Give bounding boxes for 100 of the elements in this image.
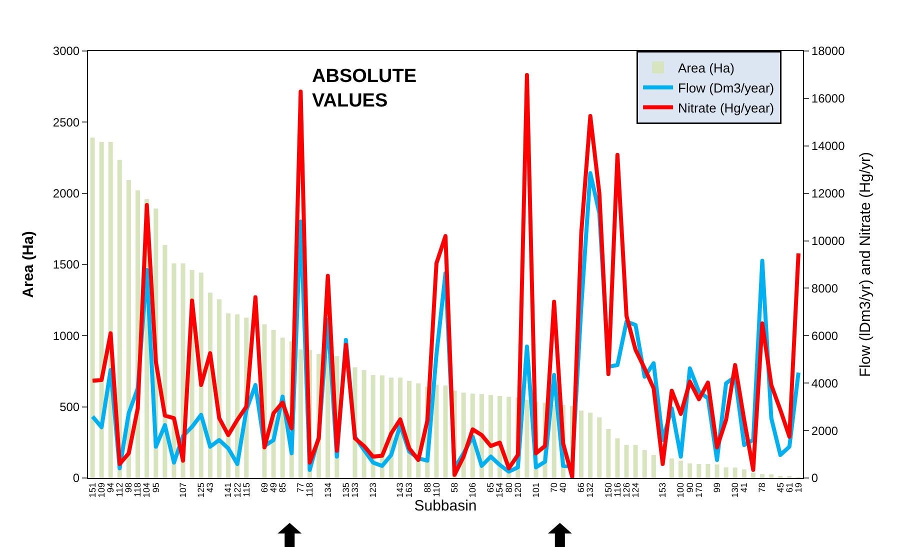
x-tick-label: 170 bbox=[694, 482, 704, 498]
bar bbox=[90, 138, 95, 478]
x-tick-label: 133 bbox=[350, 482, 360, 498]
x-tick-label: 122 bbox=[232, 482, 242, 498]
x-tick-label: 143 bbox=[395, 482, 406, 498]
bar bbox=[588, 412, 593, 478]
x-tick-label: 118 bbox=[132, 482, 143, 497]
y-tick-label: 2500 bbox=[52, 115, 80, 130]
x-tick-label: 94 bbox=[106, 482, 116, 493]
bar bbox=[769, 474, 774, 478]
x-tick-label: 58 bbox=[449, 482, 460, 493]
bar bbox=[724, 467, 728, 478]
legend-label: Nitrate (Hg/year) bbox=[678, 100, 774, 116]
bar bbox=[670, 458, 674, 478]
y2-tick-label: 4000 bbox=[811, 376, 838, 390]
x-tick-label: 112 bbox=[114, 482, 125, 497]
y2-axis-title: Flow (lDm3/yr) and Nitrate (Hg/yr) bbox=[857, 152, 874, 378]
x-tick-label: 115 bbox=[241, 482, 252, 497]
bar bbox=[524, 400, 530, 478]
x-tick-label: 110 bbox=[431, 482, 442, 497]
x-tick-label: 65 bbox=[486, 482, 496, 493]
bar bbox=[633, 444, 638, 478]
y-tick-label: 1500 bbox=[52, 258, 80, 272]
bar bbox=[606, 429, 611, 478]
x-tick-label: 100 bbox=[676, 482, 686, 498]
x-tick-label: 141 bbox=[223, 482, 234, 498]
x-tick-label: 98 bbox=[124, 482, 134, 493]
x-tick-label: 153 bbox=[658, 482, 668, 498]
bar bbox=[750, 472, 756, 478]
x-tick-label: 80 bbox=[504, 482, 514, 493]
bar bbox=[678, 460, 684, 478]
x-tick-label: 49 bbox=[268, 482, 278, 493]
x-tick-label: 90 bbox=[684, 482, 695, 493]
x-tick-label: 116 bbox=[612, 482, 622, 497]
y-tick-label: 500 bbox=[60, 400, 80, 414]
x-tick-label: 41 bbox=[739, 482, 750, 493]
x-tick-label: 154 bbox=[494, 482, 505, 498]
x-tick-label: 78 bbox=[757, 482, 768, 493]
y2-tick-label: 2000 bbox=[811, 424, 838, 438]
x-tick-label: 40 bbox=[558, 482, 568, 493]
y-tick-label: 1000 bbox=[52, 328, 80, 343]
x-tick-label: 125 bbox=[196, 482, 206, 498]
x-tick-label: 120 bbox=[512, 482, 523, 498]
x-tick-label: 107 bbox=[178, 482, 188, 498]
x-tick-label: 104 bbox=[142, 482, 152, 498]
x-tick-label: 85 bbox=[278, 482, 288, 493]
x-tick-label: 66 bbox=[576, 482, 586, 493]
x-tick-label: 134 bbox=[322, 482, 333, 498]
bar bbox=[651, 454, 656, 478]
x-tick-label: 132 bbox=[585, 482, 596, 498]
bar bbox=[615, 438, 620, 478]
y2-tick-label: 0 bbox=[811, 471, 818, 486]
y-tick-label: 2000 bbox=[52, 186, 80, 201]
x-tick-label: 150 bbox=[603, 482, 614, 498]
x-tick-label: 130 bbox=[730, 482, 740, 498]
x-tick-label: 118 bbox=[304, 482, 315, 497]
bar bbox=[597, 417, 602, 478]
x-tick-label: 135 bbox=[340, 482, 351, 498]
x-tick-label: 95 bbox=[150, 482, 161, 493]
legend-label: Area (Ha) bbox=[678, 60, 734, 76]
x-tick-label: 109 bbox=[96, 482, 107, 498]
bar bbox=[706, 464, 710, 478]
x-tick-label: 61 bbox=[784, 482, 794, 493]
x-tick-label: 77 bbox=[296, 482, 306, 493]
y2-tick-label: 14000 bbox=[811, 139, 846, 154]
x-tick-label: 70 bbox=[549, 482, 560, 493]
x-tick-label: 101 bbox=[530, 482, 541, 498]
y-tick-label: 3000 bbox=[52, 44, 80, 58]
x-tick-label: 123 bbox=[368, 482, 378, 498]
y2-tick-label: 16000 bbox=[811, 92, 846, 106]
bar bbox=[99, 142, 104, 478]
x-tick-label: 151 bbox=[87, 482, 98, 498]
bar bbox=[732, 468, 738, 478]
annotation: ABSOLUTE VALUES bbox=[312, 66, 416, 112]
bar bbox=[760, 474, 765, 478]
x-tick-label: 19 bbox=[793, 482, 804, 493]
bar bbox=[298, 349, 303, 478]
bar bbox=[742, 469, 746, 478]
x-axis-title: Subbasin bbox=[414, 498, 477, 515]
x-tick-label: 124 bbox=[630, 482, 640, 498]
y2-tick-label: 10000 bbox=[811, 234, 846, 248]
bar bbox=[714, 464, 720, 478]
x-tick-label: 99 bbox=[712, 482, 722, 493]
x-tick-label: 45 bbox=[775, 482, 786, 493]
y2-tick-label: 12000 bbox=[811, 186, 846, 201]
bar bbox=[370, 374, 376, 478]
bar bbox=[326, 356, 330, 478]
x-tick-label: 106 bbox=[468, 482, 478, 498]
y2-tick-label: 18000 bbox=[811, 44, 846, 58]
x-tick-label: 88 bbox=[422, 482, 432, 493]
bar bbox=[642, 450, 647, 478]
bar bbox=[696, 464, 702, 478]
bar bbox=[624, 444, 629, 478]
bar bbox=[226, 313, 231, 478]
legend-label: Flow (Dm3/year) bbox=[678, 80, 774, 96]
bar bbox=[362, 370, 366, 478]
y-axis-title: Area (Ha) bbox=[20, 231, 38, 298]
x-tick-label: 163 bbox=[404, 482, 414, 498]
x-tick-label: 69 bbox=[259, 482, 270, 493]
bar bbox=[579, 410, 584, 478]
